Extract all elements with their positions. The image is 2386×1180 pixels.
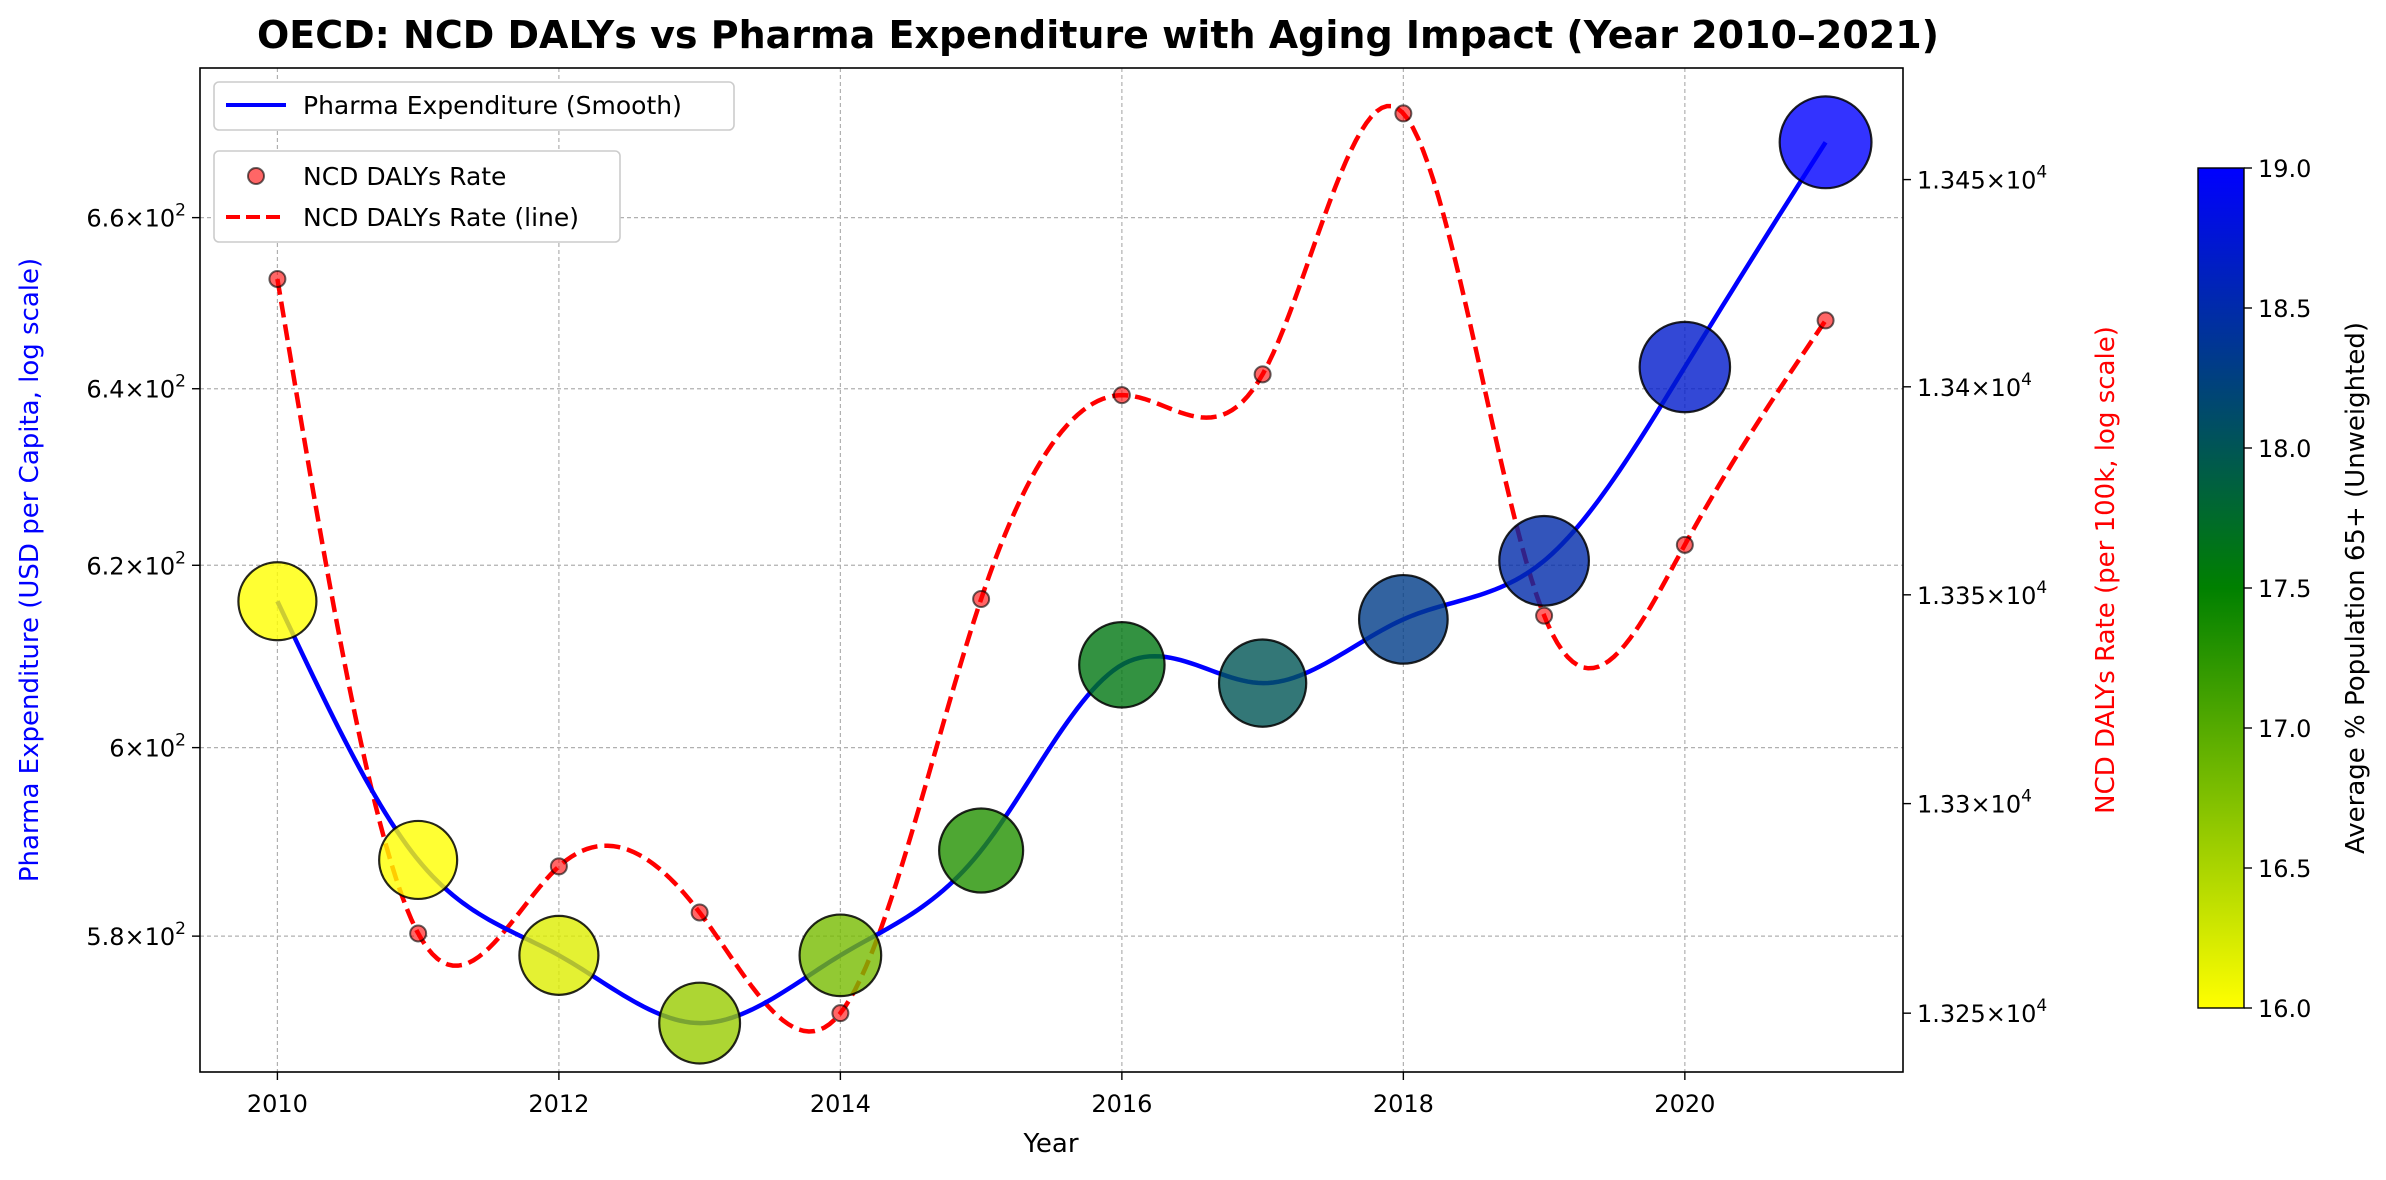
colorbar-tick-label: 17.5 bbox=[2258, 575, 2311, 603]
x-axis-label: Year bbox=[1022, 1129, 1078, 1159]
legend-ncd-marker bbox=[247, 167, 265, 185]
x-tick-label: 2010 bbox=[247, 1090, 308, 1118]
legend-top-box bbox=[213, 81, 735, 131]
left-y-axis: 5.8×102 6×102 6.2×102 6.4×102 6.6×102 bbox=[86, 201, 200, 951]
ncd-dalys-point bbox=[409, 924, 428, 943]
aging-bubble bbox=[1078, 621, 1166, 709]
colorbar-tick-label: 18.5 bbox=[2258, 295, 2311, 323]
colorbar-label: Average % Population 65+ (Unweighted) bbox=[2341, 322, 2371, 854]
ncd-dalys-point bbox=[1394, 104, 1413, 123]
plot-area bbox=[237, 95, 1873, 1065]
right-y-axis: 1.325×104 1.33×104 1.335×104 1.34×104 1.345×… bbox=[1903, 163, 2047, 1028]
ncd-dalys-point bbox=[1816, 311, 1835, 330]
colorbar-ticks: 16.0 16.5 17.0 17.5 18.0 18.5 19.0 bbox=[2244, 155, 2311, 1023]
right-y-axis-label: NCD DALYs Rate (per 100k, log scale) bbox=[2091, 326, 2121, 814]
legend-bottom: NCD DALYs Rate NCD DALYs Rate (line) bbox=[213, 150, 621, 243]
ncd-dalys-line bbox=[275, 103, 1828, 1034]
aging-bubble bbox=[1357, 573, 1449, 665]
aging-bubble bbox=[658, 981, 742, 1065]
right-tick-label: 1.345×104 bbox=[1917, 163, 2047, 195]
x-tick-label: 2014 bbox=[810, 1090, 871, 1118]
x-tick-label: 2020 bbox=[1654, 1090, 1715, 1118]
x-tick-label: 2016 bbox=[1091, 1090, 1152, 1118]
aging-bubble bbox=[378, 819, 459, 901]
right-tick-label: 1.325×104 bbox=[1917, 996, 2047, 1028]
left-tick-label: 6.6×102 bbox=[86, 201, 186, 233]
aging-bubble bbox=[1778, 95, 1873, 190]
ncd-dalys-point bbox=[1675, 535, 1694, 554]
x-tick-label: 2012 bbox=[528, 1090, 589, 1118]
legend-pharma-label: Pharma Expenditure (Smooth) bbox=[303, 91, 682, 120]
colorbar-tick-label: 19.0 bbox=[2258, 155, 2311, 183]
colorbar-tick-label: 16.5 bbox=[2258, 855, 2311, 883]
aging-bubble bbox=[938, 807, 1025, 894]
ncd-dalys-point bbox=[831, 1004, 850, 1023]
ncd-dalys-point bbox=[1112, 386, 1131, 405]
right-tick-label: 1.335×104 bbox=[1917, 578, 2047, 610]
x-axis: 2010 2012 2014 2016 2018 2020 bbox=[247, 1072, 1715, 1118]
x-tick-label: 2018 bbox=[1373, 1090, 1434, 1118]
left-tick-label: 6.2×102 bbox=[86, 548, 186, 580]
left-tick-label: 5.8×102 bbox=[86, 919, 186, 951]
colorbar-gradient bbox=[2197, 167, 2245, 1009]
pharma-expenditure-line bbox=[275, 141, 1828, 1026]
aging-bubble bbox=[237, 561, 318, 642]
aging-bubble bbox=[1217, 638, 1308, 728]
right-tick-label: 1.34×104 bbox=[1917, 370, 2032, 402]
colorbar-tick-label: 16.0 bbox=[2258, 995, 2311, 1023]
colorbar-tick-label: 18.0 bbox=[2258, 435, 2311, 463]
aging-bubble bbox=[1638, 320, 1732, 414]
ncd-dalys-point bbox=[972, 589, 991, 608]
colorbar-tick-label: 17.0 bbox=[2258, 715, 2311, 743]
ncd-dalys-point bbox=[1535, 606, 1554, 625]
chart-title: OECD: NCD DALYs vs Pharma Expenditure wi… bbox=[257, 13, 1939, 57]
left-y-axis-label: Pharma Expenditure (USD per Capita, log … bbox=[15, 258, 45, 882]
legend-ncd-line-label: NCD DALYs Rate (line) bbox=[303, 203, 579, 232]
legend-ncd-label: NCD DALYs Rate bbox=[303, 162, 506, 191]
ncd-dalys-point bbox=[1253, 365, 1272, 384]
right-tick-label: 1.33×104 bbox=[1917, 787, 2032, 819]
plot-frame bbox=[199, 67, 1904, 1073]
colorbar: 16.0 16.5 17.0 17.5 18.0 18.5 19.0 Average % P… bbox=[2197, 155, 2371, 1023]
ncd-dalys-point bbox=[549, 857, 568, 876]
legend-bottom-box bbox=[213, 150, 621, 243]
ncd-dalys-point bbox=[268, 269, 287, 288]
aging-bubble bbox=[798, 913, 883, 998]
left-tick-label: 6×102 bbox=[109, 731, 186, 763]
legend-top: Pharma Expenditure (Smooth) bbox=[213, 81, 735, 131]
aging-bubble bbox=[518, 914, 600, 996]
aging-bubble bbox=[1498, 514, 1591, 607]
left-tick-label: 6.4×102 bbox=[86, 372, 186, 404]
ncd-dalys-point bbox=[690, 903, 709, 922]
